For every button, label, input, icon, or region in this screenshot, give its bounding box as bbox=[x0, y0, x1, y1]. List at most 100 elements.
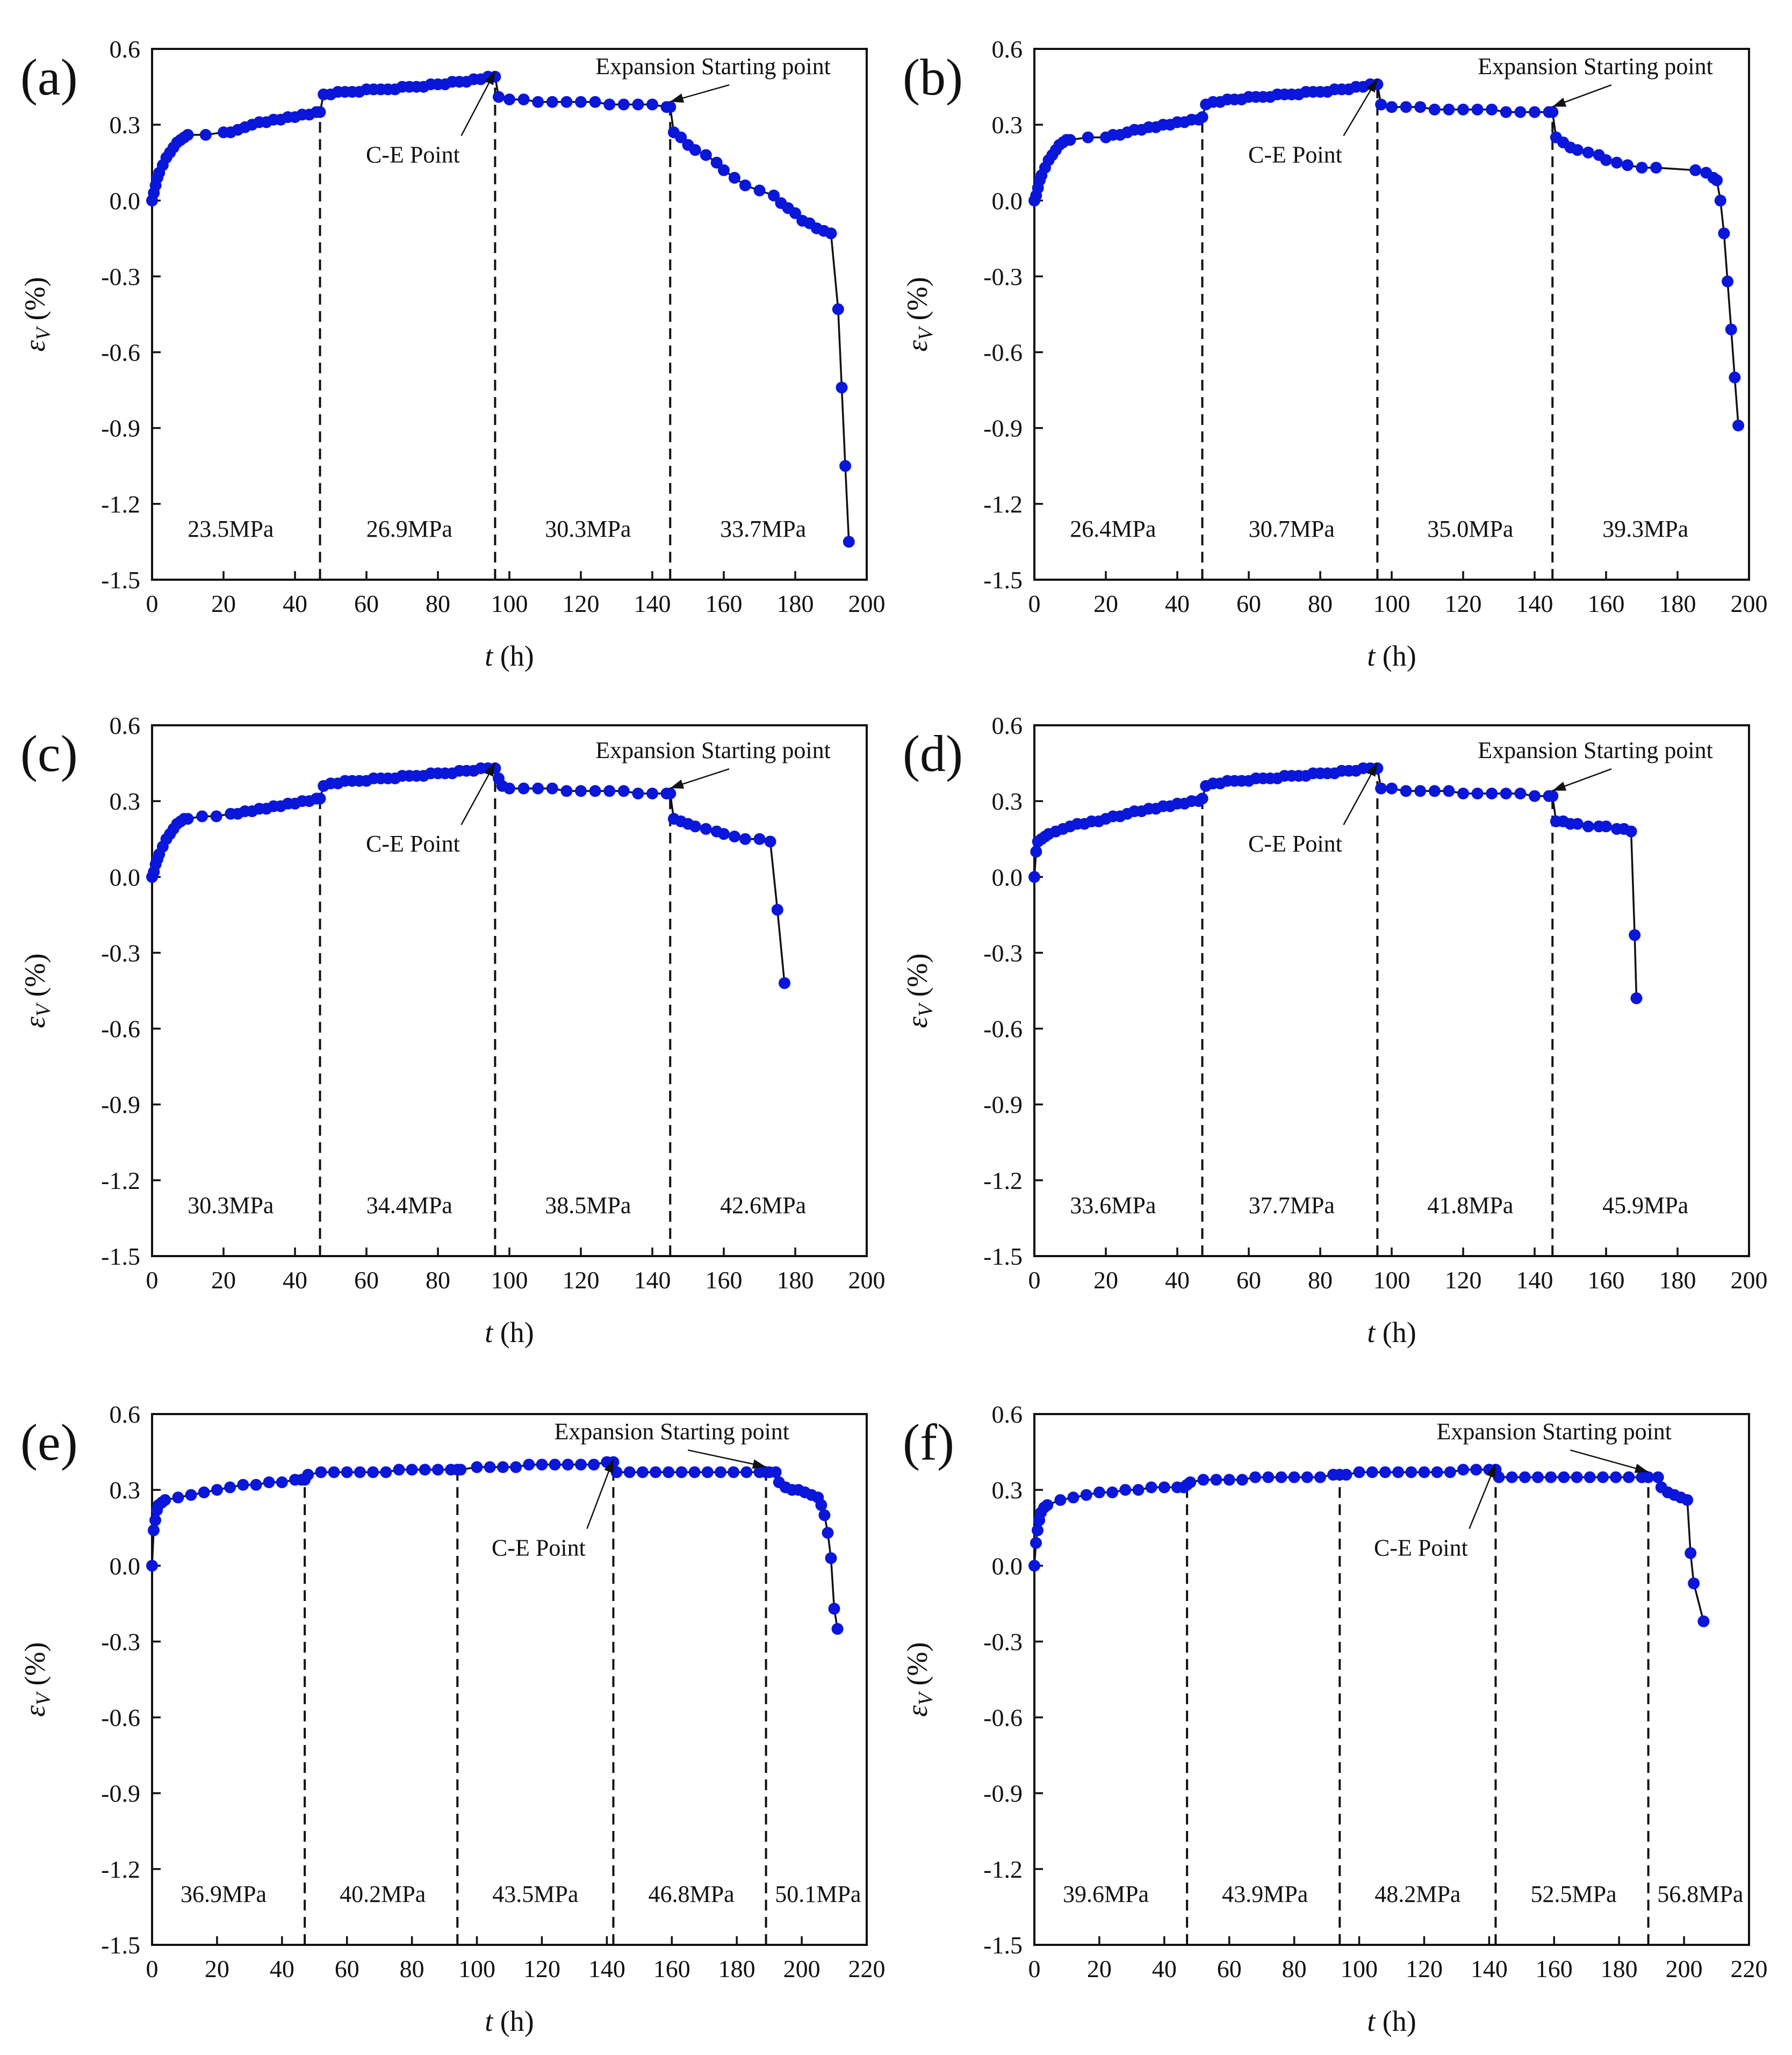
x-tick-label: 20 bbox=[1093, 590, 1118, 617]
stage-pressure-label: 42.6MPa bbox=[720, 1192, 806, 1218]
data-point bbox=[1375, 98, 1387, 111]
data-point bbox=[1379, 1466, 1391, 1479]
x-tick-label: 20 bbox=[205, 1955, 229, 1982]
y-tick-label: -0.6 bbox=[983, 1015, 1023, 1043]
data-point bbox=[196, 810, 208, 823]
data-point bbox=[1630, 992, 1643, 1005]
data-point bbox=[341, 1466, 353, 1479]
data-point bbox=[689, 144, 701, 156]
y-tick-label: 0.3 bbox=[992, 111, 1023, 139]
data-point bbox=[1471, 788, 1484, 799]
x-tick-label: 140 bbox=[634, 1266, 671, 1294]
stage-pressure-label: 50.1MPa bbox=[775, 1881, 861, 1907]
data-point bbox=[1431, 1466, 1443, 1479]
x-tick-label: 80 bbox=[1308, 590, 1333, 617]
y-tick-label: -1.2 bbox=[983, 1167, 1023, 1194]
data-point bbox=[739, 179, 751, 192]
x-tick-label: 220 bbox=[1731, 1955, 1768, 1982]
chart-panel-b: (b) 0 20 40 60 80 100 120 140 160 180 200 -1.5 -1.2 -0… bbox=[901, 35, 1768, 672]
y-tick-label: 0.6 bbox=[110, 1401, 141, 1428]
data-point bbox=[182, 813, 194, 825]
annotation-arrowhead bbox=[1366, 78, 1378, 93]
x-tick-label: 200 bbox=[848, 590, 886, 617]
ce-point-annotation: C-E Point bbox=[1248, 831, 1342, 857]
series-line bbox=[151, 76, 850, 542]
data-point bbox=[1064, 134, 1076, 146]
x-tick-label: 140 bbox=[634, 590, 671, 617]
data-point bbox=[739, 833, 751, 845]
data-point bbox=[1093, 1486, 1105, 1498]
x-axis-title: t (h) bbox=[1367, 640, 1416, 672]
data-point bbox=[832, 303, 844, 315]
data-point bbox=[1197, 1474, 1210, 1486]
data-point bbox=[1582, 820, 1594, 833]
data-point bbox=[503, 782, 515, 795]
data-point bbox=[589, 785, 601, 797]
data-point bbox=[1471, 103, 1484, 116]
data-point bbox=[523, 1459, 535, 1471]
y-tick-label: 0.0 bbox=[992, 1552, 1023, 1580]
data-point bbox=[1236, 1474, 1248, 1486]
data-point bbox=[1652, 1471, 1664, 1483]
data-point bbox=[768, 189, 780, 201]
annotation-arrow bbox=[1570, 1449, 1649, 1473]
stage-pressure-label: 43.9MPa bbox=[1222, 1881, 1308, 1907]
data-point bbox=[546, 96, 558, 108]
data-point bbox=[1714, 194, 1726, 207]
x-tick-label: 60 bbox=[354, 1266, 379, 1294]
y-tick-label: -1.5 bbox=[983, 1243, 1023, 1270]
data-point bbox=[1443, 785, 1455, 797]
y-tick-label: -0.9 bbox=[101, 415, 140, 442]
data-point bbox=[1718, 227, 1730, 240]
data-point bbox=[603, 98, 616, 111]
data-point bbox=[198, 1486, 210, 1498]
x-tick-label: 160 bbox=[653, 1955, 690, 1982]
stage-pressure-label: 43.5MPa bbox=[492, 1881, 578, 1907]
y-axis-title: εV (%) bbox=[19, 954, 55, 1028]
stage-pressure-label: 26.4MPa bbox=[1070, 516, 1156, 542]
y-tick-label: 0.0 bbox=[992, 863, 1023, 891]
data-point bbox=[1262, 1471, 1275, 1483]
data-point bbox=[1400, 101, 1412, 113]
data-point bbox=[237, 1479, 249, 1491]
stage-pressure-label: 30.7MPa bbox=[1249, 516, 1335, 542]
data-point bbox=[1729, 371, 1741, 384]
data-point bbox=[1223, 1474, 1235, 1486]
data-point bbox=[211, 1484, 223, 1496]
data-point bbox=[718, 828, 730, 840]
data-point bbox=[1600, 820, 1612, 833]
annotation-arrowhead bbox=[670, 93, 685, 103]
x-axis-title: t (h) bbox=[485, 1316, 534, 1349]
x-tick-label: 100 bbox=[491, 1266, 528, 1294]
data-point bbox=[185, 1489, 197, 1501]
x-tick-label: 160 bbox=[706, 590, 743, 617]
data-point bbox=[1210, 1474, 1222, 1486]
data-point bbox=[1386, 101, 1398, 113]
data-point bbox=[1486, 103, 1498, 116]
data-point bbox=[1486, 788, 1498, 799]
plot-frame bbox=[151, 1413, 868, 1946]
x-tick-label: 0 bbox=[1028, 590, 1041, 617]
data-point bbox=[1314, 1471, 1326, 1483]
y-tick-label: -1.2 bbox=[101, 1856, 140, 1883]
x-tick-label: 100 bbox=[1341, 1955, 1378, 1982]
y-axis-title: εV (%) bbox=[19, 1642, 55, 1717]
x-tick-label: 180 bbox=[777, 1266, 814, 1294]
x-tick-label: 160 bbox=[1588, 590, 1625, 617]
data-point bbox=[1493, 1471, 1505, 1483]
data-point bbox=[182, 129, 194, 141]
data-point bbox=[224, 1481, 236, 1494]
data-point bbox=[146, 1560, 158, 1572]
expansion-point-annotation: Expansion Starting point bbox=[555, 1418, 790, 1445]
stage-pressure-label: 26.9MPa bbox=[366, 516, 452, 542]
data-point bbox=[1028, 871, 1040, 883]
data-point bbox=[675, 131, 687, 143]
data-point bbox=[1275, 1471, 1287, 1483]
data-point bbox=[1470, 1463, 1482, 1476]
data-point bbox=[367, 1466, 379, 1479]
y-tick-label: -0.6 bbox=[983, 339, 1023, 366]
x-axis-title: t (h) bbox=[485, 2005, 534, 2037]
x-axis-title: t (h) bbox=[1367, 1316, 1416, 1349]
y-tick-label: 0.0 bbox=[992, 187, 1023, 214]
x-tick-label: 80 bbox=[400, 1955, 424, 1982]
